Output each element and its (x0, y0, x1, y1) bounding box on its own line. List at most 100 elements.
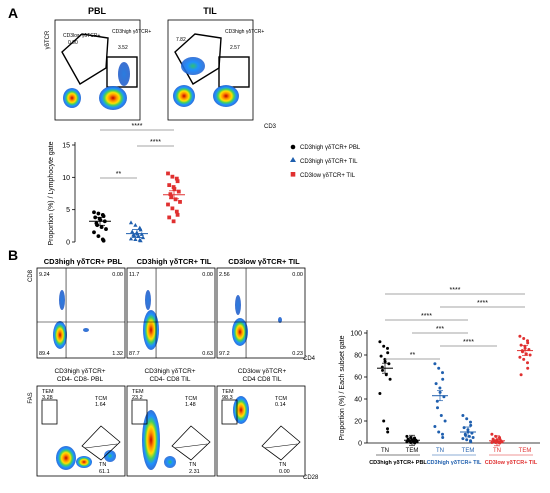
fas-title-line: CD3low γδTCR+ (238, 368, 287, 375)
data-point (461, 414, 465, 417)
quad-value-ll: 87.7 (129, 351, 140, 357)
flow-title-til: TIL (203, 6, 217, 16)
tem-gate (221, 399, 238, 425)
tn-label: TN (99, 462, 106, 468)
plot-frame (216, 267, 306, 359)
density-blob (83, 328, 89, 332)
data-point (490, 432, 494, 436)
data-point (409, 440, 413, 444)
data-point (133, 237, 138, 242)
gate-value-low: 0.00 (68, 40, 78, 46)
tn-label: TN (189, 462, 196, 468)
group-label: CD3high γδTCR+ PBL (369, 460, 427, 466)
data-point (433, 425, 437, 428)
quad-row: 9.24 0.00 89.4 1.32 11.7 0.00 87.7 0.63 2.56 0.00… (36, 267, 306, 359)
quad-title: CD3high γδTCR+ TIL (137, 257, 212, 266)
data-point (386, 427, 389, 431)
y-tick-label: 100 (350, 331, 362, 338)
data-point (175, 212, 180, 217)
data-point (413, 441, 417, 445)
density-blob (145, 290, 151, 310)
group-label: CD3high γδTCR+ TIL (427, 460, 482, 466)
fas-xlabel-cd28: CD28 (303, 475, 319, 481)
data-point (379, 354, 383, 358)
data-point (166, 171, 170, 176)
sig-label: *** (436, 326, 444, 333)
data-point (526, 339, 529, 343)
quad-value-lr: 0.63 (202, 351, 213, 357)
y-tick-label: 10 (62, 175, 70, 182)
tcm-label: TCM (95, 396, 107, 402)
tn-value: 61.1 (99, 469, 110, 475)
data-point (168, 192, 173, 197)
data-point (415, 440, 419, 444)
quad-value-lr: 1.32 (112, 351, 123, 357)
data-point (438, 386, 442, 390)
legend-a: CD3high γδTCR+ PBL CD3high γδTCR+ TIL CD… (290, 144, 361, 179)
fas-title-line: CD3high γδTCR+ (54, 368, 105, 375)
data-point (462, 426, 466, 430)
data-point (166, 202, 170, 207)
data-point (382, 419, 386, 423)
fas-titles: CD3high γδTCR+ CD4- CD8- PBL CD3high γδT… (54, 368, 286, 383)
sig-label: **** (477, 300, 488, 307)
density-blob (235, 295, 241, 315)
tem-label: TEM (222, 389, 234, 395)
data-point (167, 183, 172, 187)
data-point (436, 406, 439, 410)
data-point (405, 434, 409, 438)
data-point (490, 440, 494, 444)
quad-value-ur: 0.00 (292, 272, 303, 278)
data-point (140, 235, 146, 240)
panel-a-label: A (8, 5, 18, 21)
tcm-value: 1.48 (185, 402, 196, 408)
data-point (96, 211, 101, 216)
density-blob (232, 318, 248, 346)
category-label: TEM (462, 448, 475, 454)
data-point (461, 437, 465, 441)
group-label: CD3low γδTCR+ TIL (485, 460, 538, 466)
category-label: TEM (406, 448, 419, 454)
dotplot-b: 0 20 40 60 80 100 Proportion (%) / Each subset… (339, 287, 540, 466)
quad-title: CD3high γδTCR+ PBL (44, 257, 123, 266)
data-point (439, 414, 443, 417)
data-point (433, 362, 437, 366)
data-point (92, 210, 96, 215)
data-point (519, 343, 523, 347)
data-point (498, 437, 502, 441)
data-point (136, 233, 141, 238)
panel-b-label: B (8, 247, 18, 263)
dotplot-a: 0 5 10 15 Proportion (%) / Lymphocyte gate **… (48, 123, 185, 247)
data-point (138, 238, 143, 243)
data-point (469, 440, 473, 444)
quad-value-ll: 97.2 (219, 351, 230, 357)
fas-title-line: CD3high γδTCR+ (144, 368, 195, 375)
data-point (405, 440, 409, 444)
gate-label-low: CD3low γδTCR+ (63, 33, 100, 39)
data-point (494, 440, 498, 444)
category-label: TEM (519, 448, 532, 454)
tem-value: 3.28 (42, 395, 53, 401)
legend-entry: CD3low γδTCR+ TIL (300, 173, 356, 179)
tn-value: 0.00 (279, 469, 290, 475)
category-label: TN (436, 448, 444, 454)
data-point (526, 341, 530, 345)
data-point (465, 438, 469, 442)
data-point (172, 187, 177, 191)
data-point (437, 366, 441, 370)
tcm-gate (261, 425, 301, 461)
data-point (92, 230, 96, 235)
gate-value-low: 7.82 (176, 37, 186, 43)
quad-ylabel-cd8: CD8 (28, 269, 34, 282)
data-point (526, 366, 530, 370)
data-point (386, 430, 390, 434)
tem-label: TEM (132, 389, 144, 395)
data-point (99, 225, 104, 230)
fas-title-line: CD4- CD8- PBL (57, 376, 104, 383)
data-point (167, 215, 172, 220)
tcm-label: TCM (275, 396, 287, 402)
y-tick-label: 5 (66, 207, 70, 214)
